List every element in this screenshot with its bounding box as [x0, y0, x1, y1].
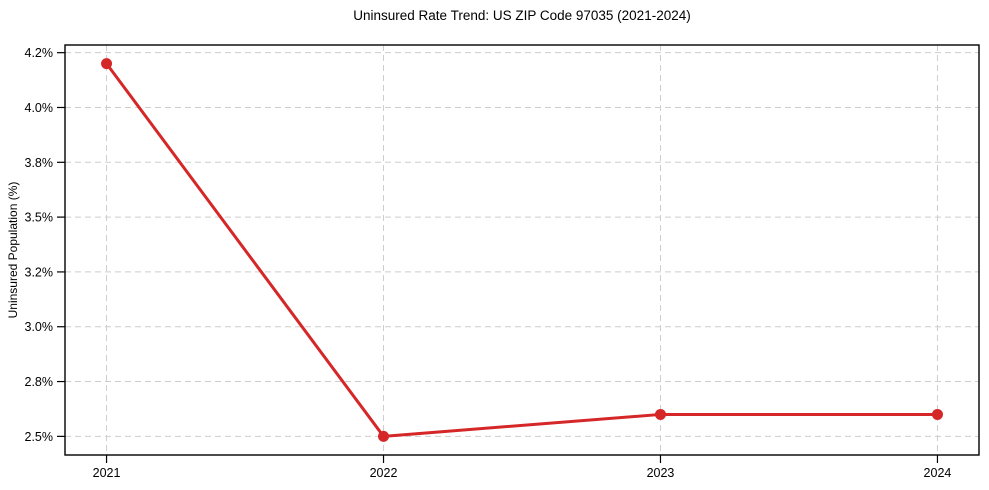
data-point-marker	[654, 408, 666, 420]
x-tick-label: 2024	[924, 466, 952, 480]
trend-line	[105, 62, 939, 438]
y-tick-label: 4.0%	[25, 101, 54, 115]
y-tick-label: 2.5%	[25, 430, 54, 444]
y-tick-label: 3.5%	[25, 211, 54, 225]
y-tick-label: 4.2%	[25, 46, 54, 60]
data-point-marker	[378, 430, 390, 442]
chart-title: Uninsured Rate Trend: US ZIP Code 97035 …	[353, 8, 691, 23]
data-point-marker	[101, 58, 113, 70]
plot-border	[64, 44, 980, 456]
data-point-marker	[931, 408, 943, 420]
y-tick-label: 3.8%	[25, 156, 54, 170]
x-tick-label: 2022	[370, 466, 398, 480]
y-tick-label: 2.8%	[25, 375, 54, 389]
x-tick-label: 2023	[647, 466, 675, 480]
y-tick-label: 3.0%	[25, 320, 54, 334]
x-tick-label: 2021	[93, 466, 121, 480]
y-tick-label: 3.2%	[25, 265, 54, 279]
